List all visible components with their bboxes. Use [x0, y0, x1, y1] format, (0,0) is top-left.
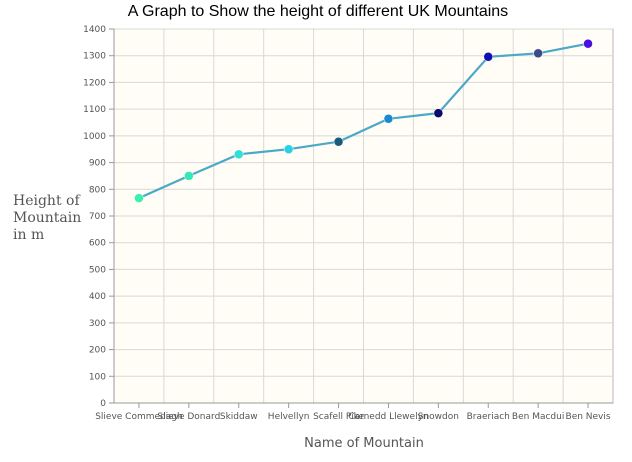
data-point[interactable] [583, 38, 593, 49]
y-axis-label-line-1: Height of [13, 193, 81, 209]
y-tick-label: 900 [89, 159, 106, 169]
data-point[interactable] [533, 48, 543, 59]
x-tick-label: Slieve Donard [157, 412, 220, 422]
series-line [138, 42, 589, 200]
data-points [134, 38, 593, 203]
data-point[interactable] [383, 114, 394, 124]
x-axis-label: Name of Mountain [304, 436, 424, 451]
data-point[interactable] [234, 149, 244, 160]
series-polyline [138, 42, 589, 200]
x-tick-label: Slieve Commedagh [95, 412, 182, 422]
y-tick-label: 1300 [83, 52, 106, 62]
x-tick-label: Carnedd Llewelyn [348, 412, 428, 422]
x-tick-label: Skiddaw [220, 412, 258, 422]
data-point[interactable] [483, 52, 493, 62]
x-tick-label: Helvellyn [268, 412, 310, 422]
y-tick-label: 200 [89, 346, 106, 356]
y-tick-label: 0 [100, 399, 106, 409]
data-point[interactable] [134, 193, 144, 203]
data-point[interactable] [433, 108, 444, 118]
y-tick-label: 1100 [83, 105, 106, 115]
data-point[interactable] [283, 144, 294, 154]
data-point[interactable] [184, 171, 194, 181]
y-axis-label-line-2: Mountain [13, 210, 81, 226]
y-tick-label: 1000 [83, 132, 106, 142]
chart-title: A Graph to Show the height of different … [128, 3, 508, 20]
y-tick-label: 400 [89, 292, 106, 302]
y-axis: 0 100 200 300 400 500 600 700 800 900 1000 1100 1200… [83, 25, 115, 409]
y-tick-label: 800 [89, 185, 106, 195]
x-tick-label: Braeriach [467, 412, 510, 422]
y-tick-label: 500 [89, 265, 106, 275]
y-tick-label: 1400 [83, 25, 106, 35]
y-tick-label: 700 [89, 212, 106, 222]
y-tick-label: 100 [89, 372, 106, 382]
y-tick-label: 300 [89, 319, 106, 329]
x-tick-label: Scafell Pike [313, 412, 364, 422]
data-point[interactable] [333, 136, 344, 147]
x-tick-label: Ben Macdui [512, 412, 564, 422]
y-axis-label-line-3: in m [13, 227, 44, 243]
y-tick-label: 1200 [83, 78, 106, 88]
x-tick-label: Ben Nevis [566, 412, 611, 422]
x-tick-label: Snowdon [418, 412, 459, 422]
y-tick-label: 600 [89, 239, 106, 249]
